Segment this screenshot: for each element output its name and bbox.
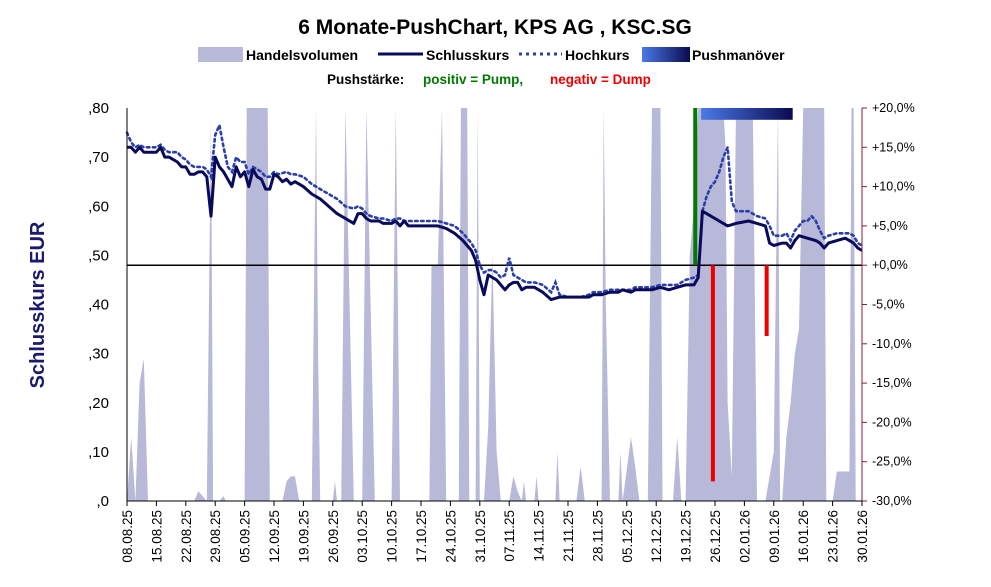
y-left-tick-label: ,60 — [88, 198, 109, 215]
marker-layer — [693, 108, 793, 482]
x-tick-label: 21.11.25 — [561, 510, 576, 562]
y-left-tick-label: ,40 — [88, 297, 109, 314]
x-tick-label: 23.01.26 — [826, 510, 841, 563]
chart-title: 6 Monate-PushChart, KPS AG , KSC.SG — [298, 16, 692, 39]
legend-high-label: Hochkurs — [565, 47, 630, 63]
y-right-tick-label: -30,0% — [872, 494, 912, 508]
line-layer — [125, 120, 864, 302]
push-legend-positive: positiv = Pump, — [423, 72, 523, 87]
y-left-tick-label: ,20 — [88, 395, 109, 412]
x-tick-label: 08.08.25 — [120, 510, 135, 563]
y-right-tick-label: +10,0% — [872, 180, 915, 194]
x-tick-label: 24.10.25 — [443, 510, 458, 563]
x-tick-label: 03.10.25 — [355, 510, 370, 563]
legend-volume-swatch — [198, 47, 243, 62]
y-left-tick-label: ,50 — [88, 247, 109, 264]
x-tick-label: 12.12.25 — [649, 510, 664, 563]
x-tick-label: 26.12.25 — [708, 510, 723, 563]
y-right-tick-label: -10,0% — [872, 337, 912, 351]
close-line — [127, 145, 863, 302]
y-left-tick-label: ,80 — [88, 100, 109, 117]
x-tick-label: 26.09.25 — [326, 510, 341, 563]
legend-close-label: Schlusskurs — [426, 47, 509, 63]
volume-layer — [127, 108, 856, 501]
x-tick-label: 17.10.25 — [414, 510, 429, 563]
y-left-tick-label: ,10 — [88, 444, 109, 461]
x-tick-label: 05.12.25 — [620, 510, 635, 563]
y-right-tick-label: -20,0% — [872, 415, 912, 429]
x-tick-label: 29.08.25 — [208, 510, 223, 563]
legend-push-label: Pushmanöver — [692, 47, 785, 63]
y-right-tick-label: +15,0% — [872, 140, 915, 154]
y-right-tick-label: -25,0% — [872, 455, 912, 469]
axis-layer: ,0 ,10 ,20 ,30 ,40 ,50 ,60 ,70 ,80 -30,0% -25,0% -2… — [88, 100, 915, 563]
x-tick-label: 15.08.25 — [149, 510, 164, 563]
x-tick-label: 14.11.25 — [532, 510, 547, 562]
push-legend-negative: negativ = Dump — [550, 72, 651, 87]
y-left-tick-label: ,0 — [96, 493, 109, 510]
x-tick-label: 22.08.25 — [179, 510, 194, 563]
x-tick-label: 19.09.25 — [296, 510, 311, 563]
y-right-tick-label: +5,0% — [872, 219, 908, 233]
legend: Handelsvolumen Schlusskurs Hochkurs Push… — [198, 47, 785, 63]
x-tick-label: 28.11.25 — [590, 510, 605, 562]
volume-area — [127, 108, 856, 501]
push-legend: Pushstärke: positiv = Pump, negativ = Du… — [327, 72, 651, 87]
y-left-tick-label: ,70 — [88, 149, 109, 166]
y-right-tick-label: -15,0% — [872, 376, 912, 390]
x-tick-label: 19.12.25 — [679, 510, 694, 563]
x-tick-label: 02.01.26 — [737, 510, 752, 563]
y-right-tick-label: +0,0% — [872, 258, 908, 272]
y-right-tick-label: -5,0% — [872, 298, 905, 312]
x-tick-label: 31.10.25 — [473, 510, 488, 563]
y-axis-label: Schlusskurs EUR — [27, 221, 49, 388]
plot-area: ,0 ,10 ,20 ,30 ,40 ,50 ,60 ,70 ,80 -30,0% -25,0% -2… — [88, 100, 915, 563]
push-legend-label: Pushstärke: — [327, 72, 404, 87]
x-tick-label: 10.10.25 — [385, 510, 400, 563]
legend-push-swatch — [642, 47, 690, 62]
x-tick-label: 30.01.26 — [855, 510, 870, 563]
y-left-tick-label: ,30 — [88, 346, 109, 363]
push-band — [701, 108, 793, 120]
x-tick-label: 16.01.26 — [796, 510, 811, 563]
legend-volume-label: Handelsvolumen — [246, 47, 358, 63]
x-tick-label: 05.09.25 — [238, 510, 253, 563]
high-line — [125, 120, 864, 299]
x-tick-label: 09.01.26 — [767, 510, 782, 563]
y-right-tick-label: +20,0% — [872, 101, 915, 115]
x-tick-label: 12.09.25 — [267, 510, 282, 563]
x-tick-label: 07.11.25 — [502, 510, 517, 562]
